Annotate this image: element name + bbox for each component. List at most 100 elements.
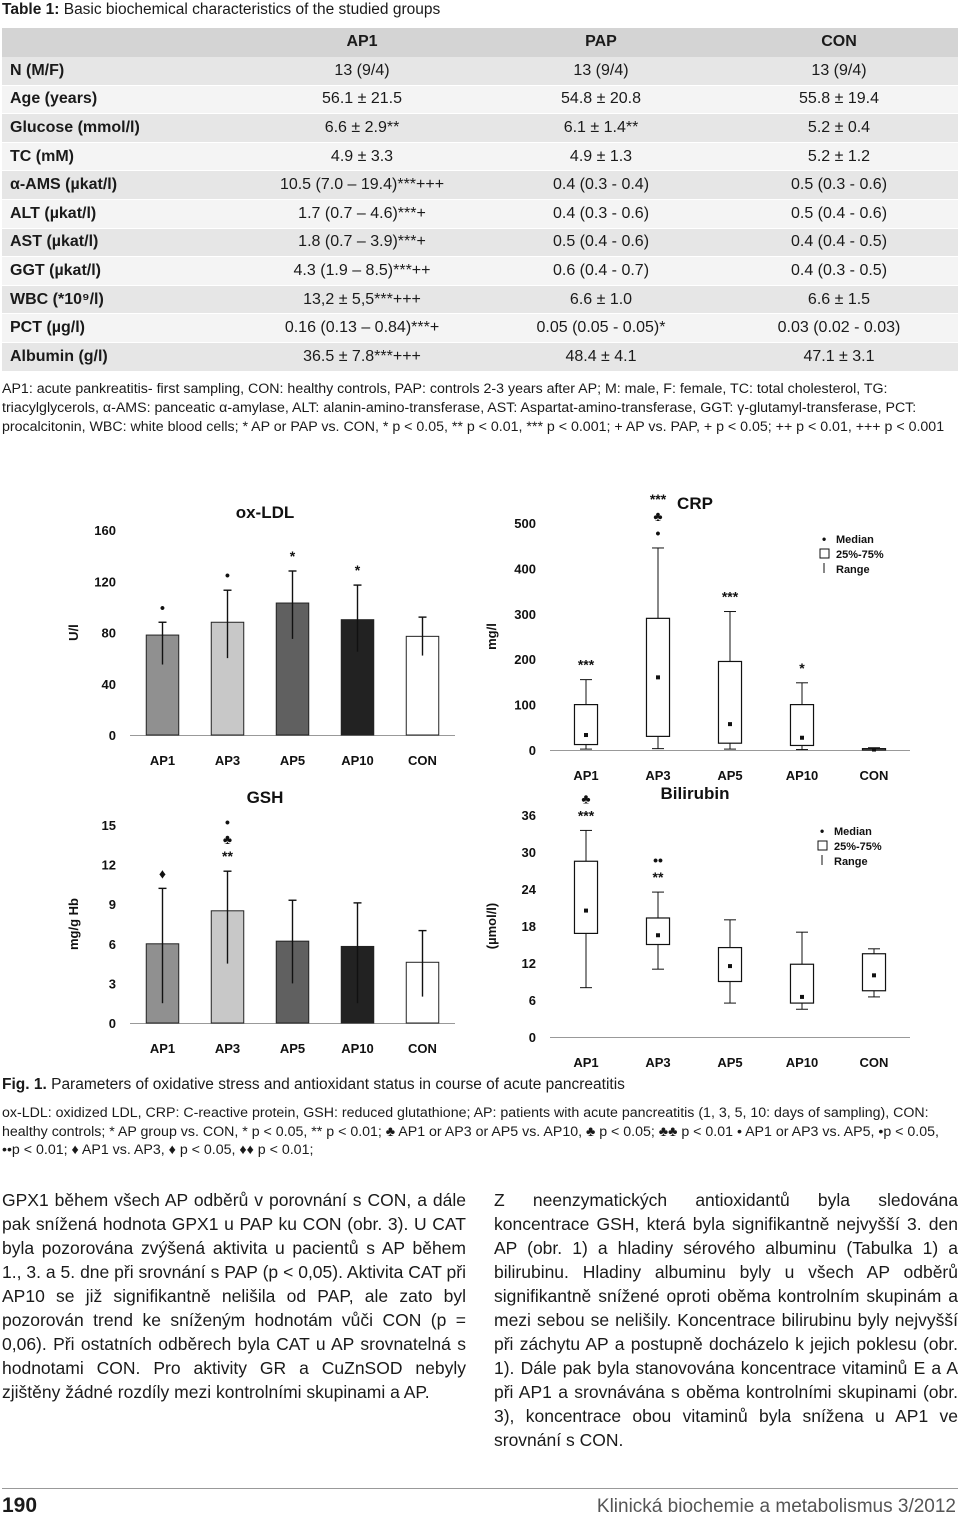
table-row-label: WBC (*10⁹/l) <box>10 290 104 308</box>
table-cell: 0.16 (0.13 – 0.84)***+ <box>284 319 440 337</box>
x-tick-label: AP10 <box>341 753 374 768</box>
significance-marker: ♣ <box>223 831 232 847</box>
y-tick-label: 9 <box>109 897 116 912</box>
table-cell: 10.5 (7.0 – 19.4)***+++ <box>279 176 445 194</box>
table-cell: 36.5 ± 7.8***+++ <box>303 347 421 365</box>
x-tick-label: CON <box>408 1041 437 1056</box>
legend-label: 25%-75% <box>834 841 882 853</box>
y-tick-label: 18 <box>522 919 536 934</box>
y-tick-label: 400 <box>514 561 536 576</box>
table-row-label: PCT (µg/l) <box>10 319 85 337</box>
table-cell: 13 (9/4) <box>811 61 867 79</box>
table-row-label: N (M/F) <box>10 61 65 79</box>
biochem-table: AP1 PAP CON N (M/F) 13 (9/4) 13 (9/4) 13 (9… <box>2 28 958 372</box>
table-cell: 0.05 (0.05 - 0.05)* <box>536 319 666 337</box>
figure-1: ox-LDL U/l 0 40 80 120 160 AP1 AP3 AP5 AP10 CON • • * *… <box>0 480 960 1070</box>
legend-label: Median <box>836 534 874 546</box>
box <box>645 917 671 946</box>
chart-ox-ldl: ox-LDL U/l 0 40 80 120 160 AP1 AP3 AP5 AP10 CON • • * * <box>66 503 455 768</box>
table-cell: 1.8 (0.7 – 3.9)***+ <box>298 233 426 251</box>
table-cell: 56.1 ± 21.5 <box>322 90 402 108</box>
significance-marker: •• <box>581 785 591 789</box>
table-row: AST (µkat/l) 1.8 (0.7 – 3.9)***+ 0.5 (0.4 … <box>2 228 958 257</box>
y-axis-label: mg/l <box>484 623 499 650</box>
legend-marker-median: • <box>822 532 826 546</box>
table-cell: 0.5 (0.4 - 0.6) <box>552 233 650 251</box>
table-row-label: ALT (µkat/l) <box>10 204 97 222</box>
table-cell: 6.1 ± 1.4** <box>563 119 639 137</box>
x-tick-label: CON <box>860 1055 889 1070</box>
journal-name: Klinická biochemie a metabolismus 3/2012 <box>596 1496 956 1517</box>
significance-marker: •• <box>653 852 663 868</box>
median-point <box>584 733 588 738</box>
body-text-right: Z neenzymatických antioxidantů byla sled… <box>494 1190 958 1450</box>
table-header-cell: AP1 <box>242 28 482 57</box>
table-row-label: TC (mM) <box>10 147 74 165</box>
legend-box <box>817 840 828 851</box>
median-point <box>872 747 876 752</box>
x-tick-label: CON <box>860 768 889 780</box>
significance-marker: • <box>225 814 230 830</box>
x-tick-label: AP1 <box>150 1041 175 1056</box>
table-cell: 0.5 (0.4 - 0.6) <box>790 204 888 222</box>
x-tick-label: AP5 <box>717 768 742 780</box>
chart-crp: CRP mg/l 0 100 200 300 400 500 AP1 AP3 AP5 AP10 CON •… <box>484 491 910 780</box>
y-tick-label: 12 <box>102 858 116 873</box>
x-tick-label: AP5 <box>717 1055 742 1070</box>
table-cell: 0.03 (0.02 - 0.03) <box>777 319 901 337</box>
table-cell: 4.3 (1.9 – 8.5)***++ <box>293 262 431 280</box>
x-tick-label: AP10 <box>786 768 819 780</box>
table-title-label: Table 1: <box>2 1 60 18</box>
significance-marker: ** <box>653 869 664 885</box>
y-tick-label: 24 <box>522 882 537 897</box>
body-text-left: GPX1 během všech AP odběrů v porovnání s… <box>2 1190 466 1402</box>
table-cell: 0.5 (0.3 - 0.6) <box>790 176 888 194</box>
significance-marker: * <box>355 562 361 578</box>
table-row: Glucose (mmol/l) 6.6 ± 2.9** 6.1 ± 1.4** 5.… <box>2 113 958 143</box>
table-row-label: Age (years) <box>10 90 98 108</box>
legend-box <box>819 548 830 559</box>
median-point <box>728 964 732 969</box>
y-tick-label: 100 <box>514 698 536 713</box>
median-point <box>872 973 876 978</box>
y-tick-label: 6 <box>109 937 116 952</box>
chart-title: Bilirubin <box>661 785 730 803</box>
table-row: Age (years) 56.1 ± 21.5 54.8 ± 20.8 55.8 ± … <box>2 85 958 114</box>
significance-marker: ♣ <box>653 508 662 524</box>
table-cell: 4.9 ± 3.3 <box>330 147 394 165</box>
significance-marker: ♦ <box>159 865 166 881</box>
legend-marker-median: • <box>820 824 824 838</box>
y-axis-label: (µmol/l) <box>484 903 499 949</box>
table-header-cell <box>2 28 242 57</box>
significance-marker: ** <box>222 848 233 864</box>
table-cell: 13 (9/4) <box>334 61 390 79</box>
chart-title: ox-LDL <box>236 503 295 522</box>
table-row: PCT (µg/l) 0.16 (0.13 – 0.84)***+ 0.05 (0.… <box>2 313 958 343</box>
table-cell: 0.6 (0.4 - 0.7) <box>552 262 650 280</box>
table-row-label: Albumin (g/l) <box>10 347 108 365</box>
table-row-label: Glucose (mmol/l) <box>10 119 140 137</box>
significance-marker: * <box>290 548 296 564</box>
figure-caption: Fig. 1. Parameters of oxidative stress a… <box>2 1075 958 1094</box>
x-tick-label: CON <box>408 753 437 768</box>
table-row-label: AST (µkat/l) <box>10 233 99 251</box>
significance-marker: *** <box>650 491 667 507</box>
significance-marker: • <box>160 599 165 615</box>
significance-marker: *** <box>578 807 595 823</box>
y-tick-label: 300 <box>514 607 536 622</box>
table-cell: 54.8 ± 20.8 <box>561 90 641 108</box>
box <box>861 953 887 992</box>
x-tick-label: AP3 <box>215 1041 240 1056</box>
table-header-cell: PAP <box>482 28 720 57</box>
table-row-label: GGT (µkat/l) <box>10 262 101 280</box>
y-tick-label: 500 <box>514 516 536 531</box>
median-point <box>656 675 660 680</box>
median-point <box>656 933 660 938</box>
table-cell: 0.4 (0.4 - 0.5) <box>790 233 888 251</box>
y-tick-label: 30 <box>522 845 536 860</box>
table-cell: 1.7 (0.7 – 4.6)***+ <box>298 204 426 222</box>
table-cell: 55.8 ± 19.4 <box>799 90 879 108</box>
table-cell: 5.2 ± 1.2 <box>807 147 871 165</box>
x-tick-label: AP5 <box>280 1041 305 1056</box>
table-row: Albumin (g/l) 36.5 ± 7.8***+++ 48.4 ± 4.1 4… <box>2 342 958 372</box>
